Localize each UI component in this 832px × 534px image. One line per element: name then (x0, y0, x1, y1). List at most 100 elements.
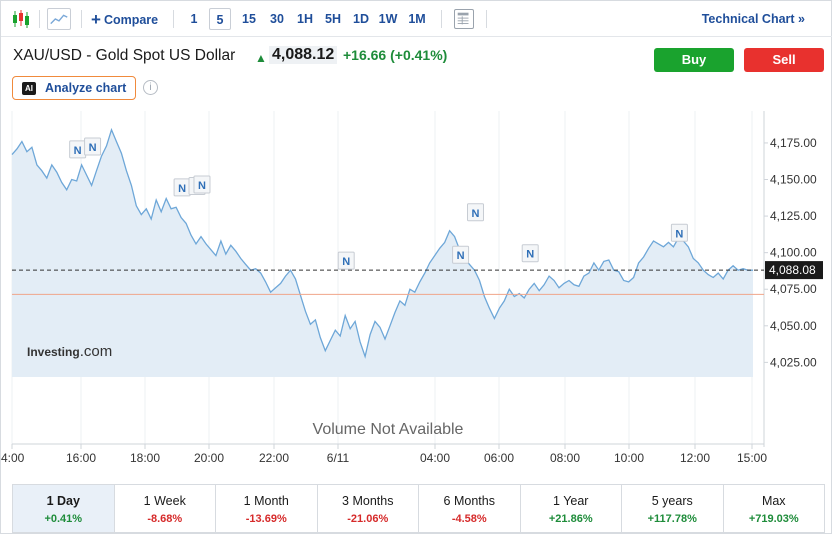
period-label: 1 Year (553, 494, 589, 508)
news-marker[interactable]: N (670, 223, 688, 242)
x-tick-label: 22:00 (259, 451, 289, 465)
x-axis: 4:00 16:00 18:00 20:00 22:00 6/11 04:00 06:00 08… (1, 444, 767, 465)
timeframe-5[interactable]: 5 (209, 8, 231, 30)
news-marker-box (193, 175, 211, 194)
change-percent: (+0.41%) (390, 47, 448, 63)
news-marker[interactable]: N (193, 175, 211, 194)
current-price-text: 4,088.08 (769, 263, 816, 277)
period-change: -21.06% (347, 513, 389, 525)
news-marker-label: N (472, 208, 480, 220)
x-tick-label: 4:00 (1, 451, 25, 465)
analyze-chart-label: Analyze chart (45, 81, 127, 95)
period-label: 5 years (651, 494, 693, 508)
watermark-suffix: .com (80, 343, 113, 360)
news-marker-label: N (74, 145, 82, 157)
period-1-day[interactable]: 1 Day +0.41% (13, 485, 115, 532)
x-tick-label: 08:00 (550, 451, 580, 465)
analyze-chart-button[interactable]: AI Analyze chart (12, 76, 136, 100)
x-tick-label: 06:00 (484, 451, 514, 465)
news-marker-box (521, 244, 539, 263)
toolbar-divider (39, 10, 40, 28)
period-change: +0.41% (44, 513, 83, 525)
period-5-years[interactable]: 5 years +117.78% (622, 485, 724, 532)
news-marker[interactable]: N (452, 245, 470, 264)
toolbar-divider (441, 10, 442, 28)
period-change: -4.58% (451, 513, 487, 525)
x-tick-label: 20:00 (194, 451, 224, 465)
period-change: -8.68% (147, 513, 183, 525)
news-marker-label: N (89, 142, 97, 154)
x-tick-label: 12:00 (680, 451, 710, 465)
technical-chart-link[interactable]: Technical Chart » (701, 12, 805, 26)
period-label: 6 Months (443, 494, 495, 508)
timeframe-5h[interactable]: 5H (325, 12, 341, 26)
news-marker-box (467, 203, 485, 222)
y-tick-label: 4,150.00 (770, 173, 817, 187)
news-marker-label: N (198, 180, 206, 192)
x-tick-label: 10:00 (614, 451, 644, 465)
timeframe-15[interactable]: 15 (242, 12, 256, 26)
toolbar-divider (81, 10, 82, 28)
y-tick-label: 4,175.00 (770, 136, 817, 150)
period-change: +719.03% (748, 513, 799, 525)
x-tick-label: 6/11 (327, 451, 350, 465)
current-price-label: 4,088.08 (765, 261, 823, 280)
timeframe-30[interactable]: 30 (270, 12, 284, 26)
table-view-icon[interactable] (454, 9, 474, 29)
timeframe-1h[interactable]: 1H (297, 12, 313, 26)
news-marker-box (670, 223, 688, 242)
news-marker-box (337, 251, 355, 270)
sell-button[interactable]: Sell (744, 48, 824, 72)
last-price: 4,088.12 (269, 46, 338, 64)
period-6-months[interactable]: 6 Months -4.58% (419, 485, 521, 532)
period-label: 1 Day (46, 494, 80, 508)
current-price-box (765, 261, 823, 280)
ai-icon: AI (22, 82, 36, 95)
news-marker-label: N (675, 228, 683, 240)
x-tick-label: 15:00 (737, 451, 767, 465)
period-1-week[interactable]: 1 Week -8.68% (115, 485, 216, 532)
instrument-title: XAU/USD - Gold Spot US Dollar (13, 47, 236, 64)
price-area-fill (12, 129, 753, 377)
period-change: +21.86% (548, 513, 593, 525)
news-marker-label: N (342, 256, 350, 268)
timeframe-1m[interactable]: 1M (408, 12, 426, 26)
arrow-up-icon: ▲ (255, 51, 267, 65)
x-tick-label: 16:00 (66, 451, 96, 465)
period-label: 1 Month (243, 494, 289, 508)
period-max[interactable]: Max +719.03% (724, 485, 825, 532)
compare-button[interactable]: + Compare (91, 8, 158, 30)
news-marker[interactable]: N (467, 203, 485, 222)
y-tick-label: 4,050.00 (770, 319, 817, 333)
timeframe-1[interactable]: 1 (190, 12, 198, 26)
volume-not-available: Volume Not Available (313, 421, 464, 438)
timeframe-1d[interactable]: 1D (353, 12, 369, 26)
timeframe-1w[interactable]: 1W (378, 12, 398, 26)
x-tick-label: 04:00 (420, 451, 450, 465)
price-change: +16.66 (+0.41%) (343, 47, 447, 63)
price-chart[interactable]: NNNNNNNNNN Investing.com Volume Not Avai… (1, 111, 832, 471)
info-icon[interactable]: i (143, 80, 158, 95)
news-marker[interactable]: N (521, 244, 539, 263)
y-tick-label: 4,125.00 (770, 209, 817, 223)
period-3-months[interactable]: 3 Months -21.06% (318, 485, 419, 532)
toolbar-divider (486, 10, 487, 28)
toolbar-divider (173, 10, 174, 28)
period-change: -13.69% (245, 513, 287, 525)
news-marker[interactable]: N (337, 251, 355, 270)
period-1-year[interactable]: 1 Year +21.86% (521, 485, 622, 532)
watermark-text: Investing (27, 345, 80, 359)
plus-icon: + (91, 10, 101, 29)
news-marker-box (84, 137, 102, 156)
buy-button[interactable]: Buy (654, 48, 734, 72)
news-marker[interactable]: N (69, 140, 87, 159)
news-marker[interactable]: N (173, 178, 191, 197)
y-tick-label: 4,025.00 (770, 355, 817, 369)
y-tick-label: 4,100.00 (770, 246, 817, 260)
period-label: 3 Months (342, 494, 394, 508)
news-marker[interactable]: N (84, 137, 102, 156)
period-1-month[interactable]: 1 Month -13.69% (216, 485, 318, 532)
area-chart-icon[interactable] (47, 8, 71, 30)
candlestick-icon[interactable] (10, 8, 32, 30)
